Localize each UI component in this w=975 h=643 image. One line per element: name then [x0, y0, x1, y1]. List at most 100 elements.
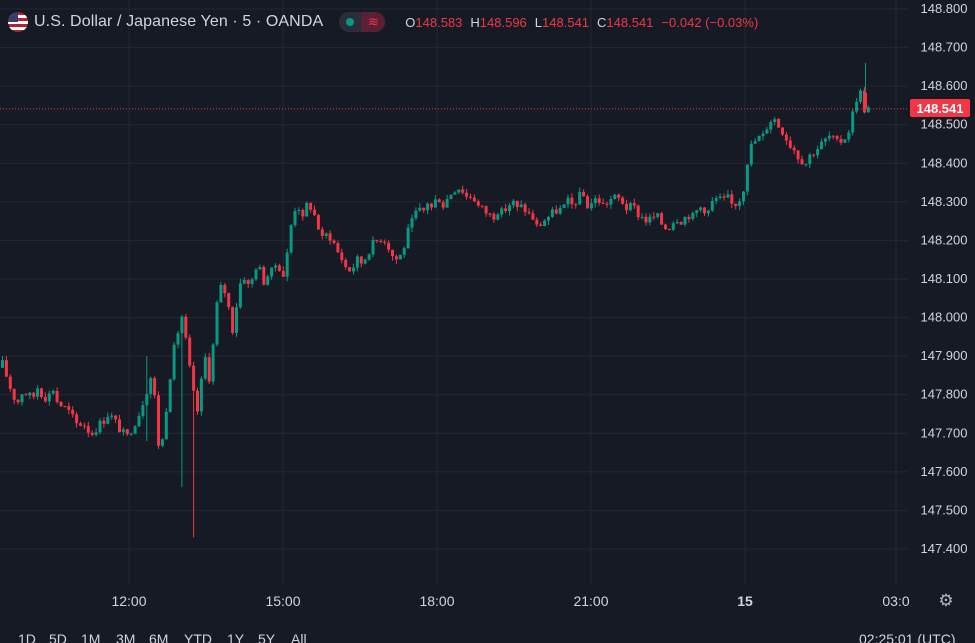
range-all-button[interactable]: All	[291, 631, 307, 643]
price-tick-label: 148.200	[921, 232, 968, 247]
candle-up	[511, 200, 515, 206]
time-tick-label: 21:00	[573, 593, 608, 609]
candle-down	[379, 241, 383, 243]
candle-up	[738, 201, 742, 207]
candle-down	[67, 406, 71, 410]
candle-down	[188, 337, 192, 366]
candle-up	[547, 216, 550, 221]
candle-down	[504, 208, 508, 212]
price-tick-label: 147.500	[921, 502, 968, 517]
candle-down	[788, 140, 792, 148]
candle-down	[227, 293, 231, 308]
price-tick-label: 147.900	[921, 348, 968, 363]
range-1y-button[interactable]: 1Y	[227, 631, 245, 643]
candle-down	[570, 197, 574, 205]
candle-down	[660, 213, 664, 225]
candle-down	[469, 196, 472, 198]
candle-down	[667, 229, 671, 231]
candle-down	[301, 209, 305, 217]
candle-down	[192, 365, 196, 391]
candle-up	[726, 194, 730, 198]
candle-up	[20, 394, 24, 403]
candle-up	[47, 393, 51, 402]
candle-up	[449, 194, 453, 199]
utc-clock[interactable]: 02:25:01 (UTC)	[859, 631, 956, 643]
candle-up	[36, 388, 40, 397]
candle-up	[137, 415, 141, 427]
candle-up	[235, 307, 238, 333]
candle-down	[40, 388, 43, 398]
candle-up	[305, 202, 309, 217]
candle-up	[628, 203, 632, 211]
candle-up	[254, 269, 258, 280]
gear-icon[interactable]: ⚙	[938, 591, 954, 610]
candle-down	[313, 209, 316, 216]
candle-up	[410, 218, 414, 228]
candle-up	[258, 267, 262, 270]
candle-down	[636, 205, 640, 218]
market-status-button[interactable]	[339, 12, 361, 32]
candle-down	[383, 241, 387, 243]
high-value: 148.596	[479, 14, 527, 30]
range-1m-button[interactable]: 1M	[81, 631, 101, 643]
us-japan-flag-icon	[8, 12, 28, 32]
candle-down	[223, 284, 227, 294]
candle-up	[51, 391, 55, 394]
candle-down	[231, 307, 235, 333]
candle-down	[625, 203, 628, 211]
candle-down	[831, 135, 835, 137]
candle-up	[566, 197, 570, 205]
candle-down	[328, 233, 332, 241]
range-5d-button[interactable]: 5D	[49, 631, 67, 643]
candle-up	[695, 210, 699, 214]
price-tick-label: 148.700	[921, 40, 968, 55]
candle-down	[437, 199, 441, 203]
candle-up	[274, 265, 277, 268]
price-tick-label: 147.400	[921, 541, 968, 556]
status-badges: ≋	[339, 12, 386, 32]
high-label: H	[470, 14, 480, 30]
candle-up	[149, 378, 153, 394]
candle-up	[371, 239, 375, 255]
candle-down	[800, 159, 804, 165]
range-1d-button[interactable]: 1D	[18, 631, 36, 643]
range-ytd-button[interactable]: YTD	[184, 631, 212, 643]
candle-down	[184, 316, 188, 338]
candle-down	[784, 134, 788, 141]
candle-down	[582, 191, 586, 197]
time-tick-label: 15	[737, 593, 753, 609]
candle-up	[398, 254, 402, 260]
range-5y-button[interactable]: 5Y	[258, 631, 276, 643]
range-3m-button[interactable]: 3M	[116, 631, 136, 643]
wave-icon[interactable]: ≋	[361, 12, 386, 32]
candle-up	[656, 213, 660, 217]
candle-down	[812, 154, 816, 156]
candle-down	[835, 136, 839, 139]
candle-down	[75, 414, 79, 424]
candle-up	[289, 225, 293, 253]
candle-up	[500, 208, 504, 215]
symbol-title[interactable]: U.S. Dollar / Japanese Yen · 5 · OANDA	[34, 13, 324, 30]
range-6m-button[interactable]: 6M	[149, 631, 169, 643]
candle-up	[180, 316, 184, 334]
candle-down	[90, 432, 94, 435]
candle-down	[472, 197, 476, 202]
candle-down	[441, 202, 445, 208]
candle-up	[851, 111, 855, 133]
candle-down	[527, 211, 531, 214]
candle-down	[523, 204, 527, 212]
candle-down	[114, 415, 118, 420]
candle-down	[664, 224, 667, 230]
candle-up	[98, 420, 102, 433]
price-tick-label: 148.100	[921, 271, 968, 286]
price-tick-label: 147.700	[921, 425, 968, 440]
current-price-tag: 148.541	[910, 99, 970, 117]
candle-up	[675, 221, 679, 224]
candle-up	[414, 210, 418, 219]
candle-down	[488, 213, 492, 215]
candle-up	[285, 252, 289, 277]
candle-up	[363, 259, 367, 264]
candle-down	[55, 391, 59, 402]
candle-down	[621, 197, 625, 204]
